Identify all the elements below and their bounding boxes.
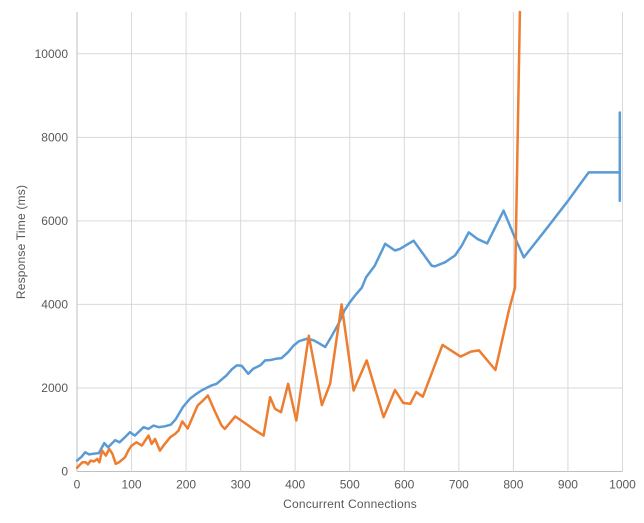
x-tick-label: 500 xyxy=(340,478,360,492)
x-tick-label: 0 xyxy=(74,478,81,492)
y-axis-title: Response Time (ms) xyxy=(14,184,28,300)
blue-series-line xyxy=(75,111,622,462)
x-tick-label: 200 xyxy=(176,478,196,492)
y-tick-label: 6000 xyxy=(41,214,68,228)
y-tick-label: 0 xyxy=(61,465,68,479)
y-tick-label: 10000 xyxy=(35,47,69,61)
y-tick-label: 8000 xyxy=(41,130,68,144)
x-tick-label: 700 xyxy=(449,478,469,492)
x-axis-title: Concurrent Connections xyxy=(283,497,417,511)
x-tick-label: 800 xyxy=(503,478,523,492)
x-tick-label: 300 xyxy=(231,478,251,492)
x-tick-label: 1000 xyxy=(609,478,636,492)
y-tick-label: 4000 xyxy=(41,297,68,311)
x-tick-label: 400 xyxy=(285,478,305,492)
x-tick-label: 600 xyxy=(394,478,414,492)
y-tick-label: 2000 xyxy=(41,381,68,395)
orange-series-line xyxy=(75,10,522,469)
x-tick-label: 100 xyxy=(122,478,142,492)
x-tick-label: 900 xyxy=(558,478,578,492)
